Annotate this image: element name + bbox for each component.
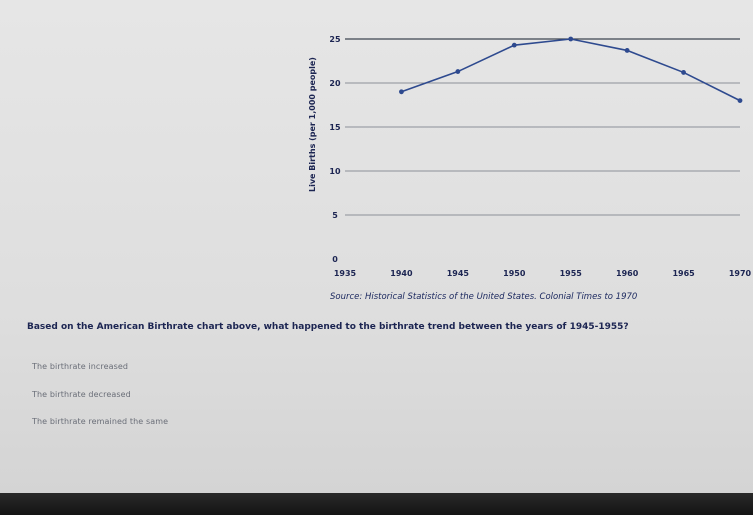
data-point — [455, 69, 461, 74]
y-axis-ticks: 0 5 10 15 20 25 — [329, 35, 341, 264]
y-tick-label: 10 — [329, 167, 341, 176]
grid-lines — [345, 38, 740, 216]
bottom-bar — [0, 493, 753, 515]
data-point — [681, 70, 686, 75]
y-tick-label: 20 — [329, 79, 341, 88]
x-tick-label: 1945 — [447, 269, 470, 278]
answer-option-increased[interactable]: The birthrate increased — [32, 362, 129, 371]
series-layer — [399, 36, 743, 103]
x-tick-label: 1960 — [616, 269, 639, 278]
chart-source: Source: Historical Statistics of the Uni… — [330, 292, 638, 302]
data-point — [399, 89, 404, 95]
answer-option-same[interactable]: The birthrate remained the same — [32, 417, 169, 426]
y-axis-label: Live Births (per 1,000 people) — [308, 57, 317, 192]
y-tick-label: 0 — [332, 255, 338, 264]
x-tick-label: 1935 — [334, 269, 357, 278]
series-line — [401, 38, 741, 102]
x-tick-label: 1965 — [672, 269, 695, 278]
x-tick-label: 1950 — [503, 269, 526, 278]
data-point — [511, 42, 517, 48]
answer-option-decreased[interactable]: The birthrate decreased — [32, 390, 131, 399]
data-point — [737, 98, 743, 103]
x-axis-ticks: 1935 1940 1945 1950 1955 1960 1965 1970 — [334, 269, 752, 278]
x-tick-label: 1940 — [390, 269, 413, 278]
y-tick-label: 15 — [329, 123, 341, 132]
x-tick-label: 1955 — [560, 269, 583, 278]
data-point — [568, 36, 574, 42]
y-tick-label: 25 — [329, 35, 341, 44]
x-tick-label: 1970 — [729, 269, 752, 278]
y-tick-label: 5 — [332, 211, 338, 220]
question-text: Based on the American Birthrate chart ab… — [27, 322, 629, 332]
data-point — [624, 48, 630, 53]
